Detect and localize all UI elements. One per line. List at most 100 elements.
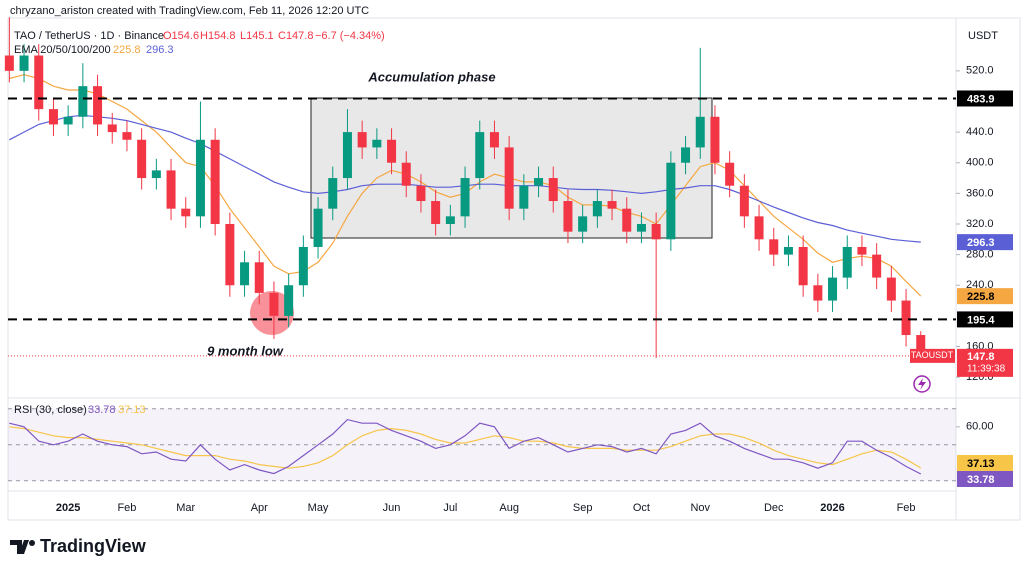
quote-close: C147.8 bbox=[278, 30, 313, 42]
candle-body bbox=[460, 178, 470, 217]
candle-body bbox=[813, 285, 823, 301]
candle-body bbox=[519, 185, 529, 209]
x-tick-label: Jun bbox=[383, 502, 401, 514]
alert-icon[interactable] bbox=[913, 375, 931, 393]
axis-unit: USDT bbox=[968, 30, 998, 42]
candle-body bbox=[695, 116, 705, 148]
candle-body bbox=[666, 162, 676, 240]
candle-body bbox=[298, 246, 308, 286]
candle-body bbox=[416, 185, 426, 202]
x-tick-label: May bbox=[308, 502, 329, 514]
candle-body bbox=[607, 201, 617, 209]
ema-value: 225.8 bbox=[113, 44, 141, 56]
candle-body bbox=[857, 246, 867, 255]
ema-value: 296.3 bbox=[146, 44, 174, 56]
level-tag: 195.4 bbox=[967, 314, 995, 326]
y-tick-label: 520.0 bbox=[966, 65, 994, 77]
rsi-value: 33.78 bbox=[88, 404, 116, 416]
symbol-tag-bg bbox=[910, 348, 955, 363]
x-tick-label: Dec bbox=[764, 502, 784, 514]
rsi-legend: RSI (30, close) bbox=[14, 404, 87, 416]
level-tag-bg bbox=[957, 90, 1013, 107]
x-tick-label: Mar bbox=[176, 502, 195, 514]
quote-high: H154.8 bbox=[200, 30, 235, 42]
candle-body bbox=[137, 139, 147, 179]
candle-body bbox=[489, 132, 499, 148]
candle-body bbox=[783, 246, 793, 255]
annotation: 9 month low bbox=[207, 343, 284, 358]
candle-body bbox=[710, 116, 720, 163]
ema-tag: 225.8 bbox=[967, 291, 995, 303]
x-tick-label: Feb bbox=[897, 502, 916, 514]
countdown: 11:39:38 bbox=[967, 364, 1006, 375]
logo-icon bbox=[10, 540, 29, 554]
candle-body bbox=[151, 170, 161, 179]
candle-body bbox=[269, 292, 279, 316]
candle-body bbox=[592, 201, 602, 217]
candle-body bbox=[916, 335, 926, 356]
candle-body bbox=[342, 132, 352, 179]
candle-body bbox=[798, 246, 808, 286]
symbol-tag: TAOUSDT bbox=[911, 350, 954, 360]
credit: chryzano_ariston created with TradingVie… bbox=[10, 5, 369, 17]
candle-body bbox=[4, 55, 14, 71]
logo-icon-dot bbox=[29, 540, 35, 546]
candle-body bbox=[387, 139, 397, 163]
annotation: Accumulation phase bbox=[367, 69, 495, 84]
candle-body bbox=[122, 132, 132, 140]
candle-body bbox=[475, 132, 485, 179]
candle-body bbox=[166, 170, 176, 209]
candle-body bbox=[563, 201, 573, 232]
candle-body bbox=[901, 300, 911, 336]
candle-body bbox=[725, 162, 735, 186]
x-tick-label: Jul bbox=[443, 502, 457, 514]
y-tick-label: 400.0 bbox=[966, 157, 994, 169]
x-tick-label: Nov bbox=[690, 502, 710, 514]
x-tick-label: Oct bbox=[633, 502, 650, 514]
candle-body bbox=[739, 185, 749, 217]
rsi-tag-bg bbox=[957, 470, 1013, 487]
level-tag: 483.9 bbox=[967, 93, 995, 105]
y-tick-label: 440.0 bbox=[966, 126, 994, 138]
candle-body bbox=[93, 86, 103, 125]
x-tick-label: Apr bbox=[251, 502, 268, 514]
rsi-ma-value: 37.13 bbox=[118, 404, 146, 416]
candle-body bbox=[548, 178, 558, 202]
candle-body bbox=[328, 178, 338, 209]
y-tick-label: 280.0 bbox=[966, 249, 994, 261]
y-tick-label: 60.00 bbox=[966, 421, 994, 433]
candle-body bbox=[254, 262, 264, 293]
candle-body bbox=[181, 208, 191, 217]
candle-body bbox=[63, 116, 73, 125]
price-tag-bg bbox=[957, 348, 1013, 377]
candle-body bbox=[48, 109, 58, 125]
candle-body bbox=[78, 86, 88, 117]
candle-body bbox=[754, 216, 764, 240]
x-tick-label: Aug bbox=[499, 502, 519, 514]
x-tick-label: 2026 bbox=[820, 502, 844, 514]
ema-tag-bg bbox=[957, 234, 1013, 251]
symbol: TAO / TetherUS · 1D · Binance bbox=[14, 30, 164, 42]
candle-body bbox=[372, 139, 382, 148]
rsi-tag-bg bbox=[957, 454, 1013, 471]
rsi-tag: 33.78 bbox=[967, 474, 995, 486]
candle-body bbox=[225, 223, 235, 286]
marks bbox=[4, 17, 956, 482]
alert-icon-bolt bbox=[918, 378, 926, 390]
x-tick-label: Feb bbox=[117, 502, 136, 514]
candle-body bbox=[357, 132, 367, 148]
x-tick-label: 2025 bbox=[56, 502, 80, 514]
candle-body bbox=[681, 147, 691, 163]
candle-body bbox=[240, 262, 250, 286]
candle-body bbox=[34, 55, 44, 110]
candle-body bbox=[313, 208, 323, 247]
candle-body bbox=[636, 223, 646, 232]
candle-body bbox=[107, 124, 117, 133]
candle-body bbox=[651, 223, 661, 240]
candle-body bbox=[445, 216, 455, 224]
quote-change: −6.7 (−4.34%) bbox=[315, 30, 385, 42]
rsi-tag: 37.13 bbox=[967, 458, 995, 470]
ema-tag: 296.3 bbox=[967, 237, 995, 249]
